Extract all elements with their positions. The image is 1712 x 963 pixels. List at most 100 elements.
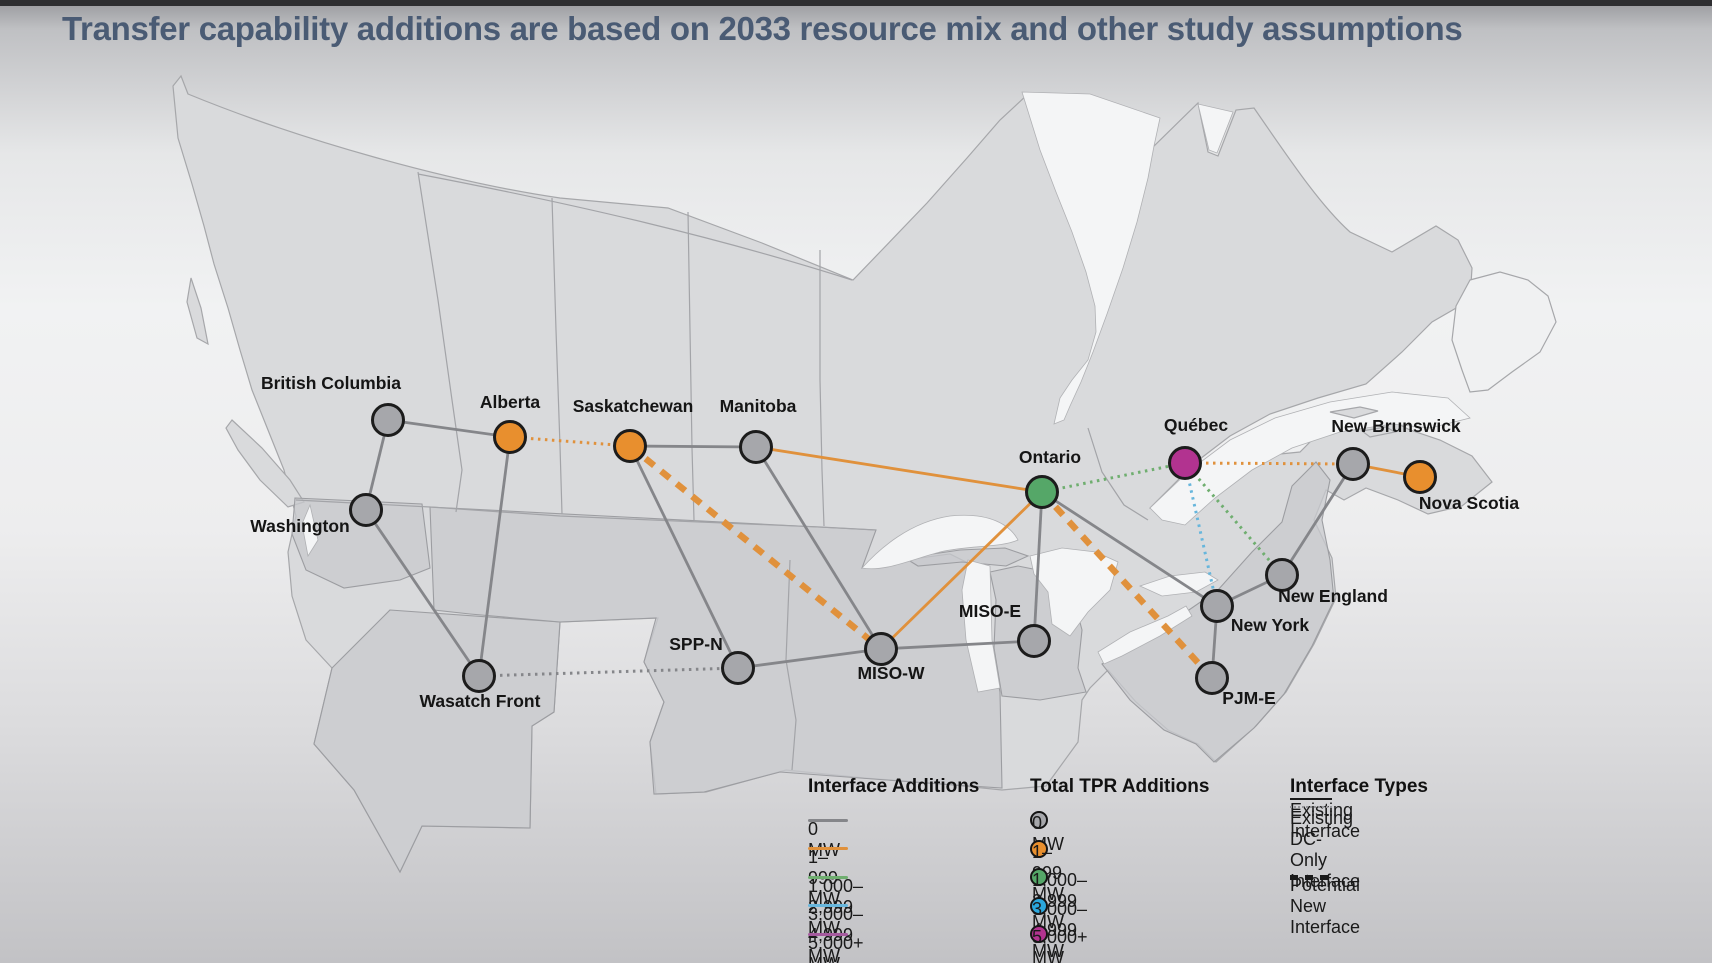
- haida-gwaii-island: [186, 277, 209, 346]
- legend-item-interface-type: Potential New Interface: [1290, 863, 1428, 937]
- map-node-label-miso-w: MISO-W: [857, 663, 925, 683]
- map-node-saskatchewan: [613, 429, 647, 463]
- region-nodes: [349, 403, 1437, 695]
- map-node-label-nova-scotia: Nova Scotia: [1419, 493, 1519, 513]
- hudson-bay: [1021, 91, 1161, 425]
- legend-interface-additions: Interface Additions 0 MW1–999 MW1,000–2,…: [808, 776, 979, 963]
- legend-rows: Existing Interface Existing DC-Only Inter…: [1290, 798, 1428, 937]
- map-node-nova-scotia: [1403, 460, 1437, 494]
- map-node-label-new-england: New England: [1278, 586, 1388, 606]
- map-node-new-york: [1200, 589, 1234, 623]
- edge-quebec--new-brunswick: [1184, 461, 1354, 466]
- edge-ontario--new-york: [1041, 490, 1218, 608]
- vancouver-island: [225, 419, 305, 508]
- legend-rows: 0 MW1–999 MW1,000–2,999 MW3,000–4,999 MW…: [1030, 806, 1209, 963]
- legend-interface-types: Interface Types Existing Interface Existi…: [1290, 776, 1428, 937]
- edge-saskatchewan--spp-n: [628, 445, 740, 669]
- map-node-pjm-e: [1195, 661, 1229, 695]
- edge-spp-n--miso-w: [737, 647, 882, 670]
- top-letterbox: [0, 0, 1712, 6]
- edge-alberta--saskatchewan: [509, 435, 631, 448]
- map-node-label-wasatch-front: Wasatch Front: [420, 691, 541, 711]
- edge-washington--wasatch-front: [364, 509, 481, 677]
- map-node-miso-w: [864, 632, 898, 666]
- legend-item-tpr-addition: 5,000+ MW: [1030, 920, 1209, 963]
- legend-heading: Total TPR Additions: [1030, 776, 1210, 797]
- edge-saskatchewan--miso-w: [627, 443, 884, 652]
- prince-edward-island: [1360, 426, 1397, 438]
- edge-manitoba--miso-w: [754, 446, 883, 650]
- edge-manitoba--ontario: [755, 445, 1043, 494]
- lake-huron: [1029, 547, 1119, 637]
- map-node-label-ontario: Ontario: [1019, 447, 1081, 467]
- map-node-label-pjm-e: PJM-E: [1222, 688, 1275, 708]
- edge-saskatchewan--manitoba: [629, 444, 757, 449]
- node-swatch-icon: 1–999 MW: [1030, 839, 1064, 904]
- map-node-label-manitoba: Manitoba: [720, 396, 797, 416]
- map-node-label-alberta: Alberta: [480, 392, 541, 412]
- region-wasatch: [313, 609, 561, 874]
- edge-miso-w--miso-e: [880, 639, 1035, 651]
- legend-item-interface-addition: 0 MW: [808, 806, 979, 860]
- edge-new-brunswick--new-england: [1280, 463, 1355, 576]
- legend-heading: Interface Types: [1290, 776, 1428, 797]
- line-swatch-icon: 3,000–4,999 MW: [808, 904, 864, 963]
- border-spp-miso: [785, 559, 797, 771]
- map-node-new-england: [1265, 558, 1299, 592]
- type-swatch-icon: Potential New Interface: [1290, 874, 1361, 937]
- edge-miso-w--ontario: [880, 490, 1043, 651]
- map-node-label-miso-e: MISO-E: [959, 601, 1021, 621]
- map-node-miso-e: [1017, 624, 1051, 658]
- node-swatch-icon: 5,000+ MW: [1030, 925, 1088, 963]
- map-node-label-quebec: Québec: [1164, 415, 1228, 435]
- region-node-labels: British Columbia Alberta Saskatchewan Manit…: [250, 373, 1519, 711]
- map-node-label-spp-n: SPP-N: [669, 634, 722, 654]
- border-canada-us: [295, 499, 877, 531]
- line-swatch-icon: 1–999 MW: [808, 847, 848, 909]
- border-saskatchewan-manitoba: [687, 211, 695, 521]
- legend-rows: 0 MW1–999 MW1,000–2,999 MW3,000–4,999 MW…: [808, 806, 979, 963]
- region-upper-peninsula: [903, 547, 1030, 567]
- border-60th-parallel: [417, 173, 853, 281]
- map-node-label-new-york: New York: [1231, 615, 1309, 635]
- line-swatch-icon: 1,000–2,999 MW: [808, 875, 864, 938]
- border-alberta-saskatchewan: [551, 197, 563, 515]
- map-node-alberta: [493, 420, 527, 454]
- map-node-label-new-brunswick: New Brunswick: [1331, 416, 1461, 436]
- lake-superior: [861, 514, 1019, 570]
- map-node-washington: [349, 493, 383, 527]
- node-swatch-icon: 3,000–4,999 MW: [1030, 896, 1088, 961]
- legend-item-tpr-addition: 0 MW: [1030, 806, 1209, 855]
- edge-alberta--wasatch-front: [477, 436, 512, 677]
- map-node-british-columbia: [371, 403, 405, 437]
- map-node-spp-n: [721, 651, 755, 685]
- line-swatch-icon: 5,000+ MW: [808, 932, 864, 963]
- region-washington: [291, 497, 431, 589]
- edge-ontario--pjm-e: [1039, 489, 1215, 681]
- gulf-of-st-lawrence: [1149, 391, 1471, 526]
- map-node-new-brunswick: [1336, 447, 1370, 481]
- slide-title: Transfer capability additions are based …: [62, 10, 1463, 47]
- map-node-label-british-columbia: British Columbia: [261, 373, 401, 393]
- edge-british-columbia--alberta: [387, 418, 511, 439]
- lake-erie: [1097, 605, 1193, 665]
- edge-miso-e--ontario: [1032, 491, 1044, 642]
- newfoundland-island: [1451, 271, 1557, 393]
- border-bc-alberta: [417, 171, 463, 513]
- ungava-bay: [1197, 103, 1234, 154]
- line-swatch-icon: 0 MW: [808, 818, 848, 860]
- map-node-label-washington: Washington: [250, 516, 349, 536]
- node-swatch-icon: 0 MW: [1030, 811, 1064, 855]
- legend-total-tpr-additions: Total TPR Additions 0 MW1–999 MW1,000–2,…: [1030, 776, 1210, 963]
- map-node-label-saskatchewan: Saskatchewan: [573, 396, 694, 416]
- border-manitoba-ontario: [819, 250, 825, 527]
- legend-item-interface-type: Existing Interface: [1290, 798, 1428, 841]
- lake-michigan: [961, 559, 1001, 693]
- map-node-ontario: [1025, 475, 1059, 509]
- legend-item-interface-addition: 5,000+ MW: [808, 920, 979, 963]
- map-node-wasatch-front: [462, 659, 496, 693]
- map-node-quebec: [1168, 446, 1202, 480]
- map-node-manitoba: [739, 430, 773, 464]
